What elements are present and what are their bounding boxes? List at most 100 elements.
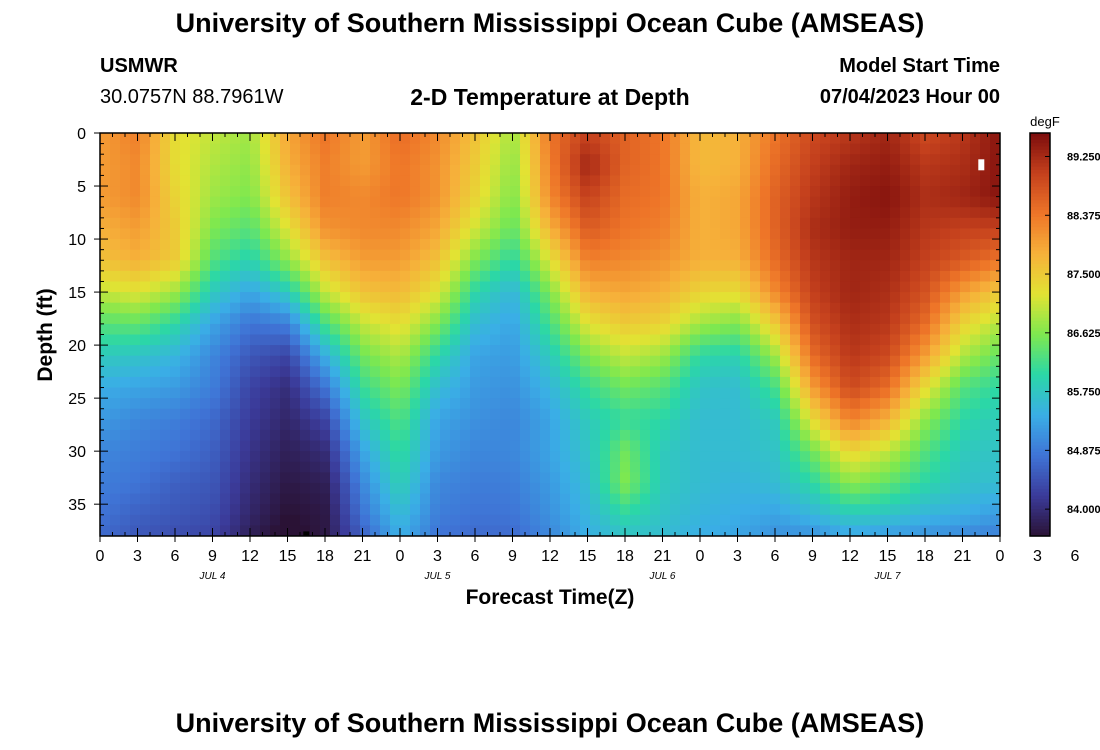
heatmap-cell — [480, 440, 491, 452]
heatmap-cell — [940, 398, 951, 410]
heatmap-cell — [370, 398, 381, 410]
heatmap-cell — [370, 525, 381, 536]
heatmap-cell — [140, 493, 151, 505]
colorbar-segment — [1030, 364, 1050, 369]
heatmap-cell — [640, 196, 651, 208]
colorbar-segment — [1030, 468, 1050, 473]
heatmap-cell — [250, 419, 261, 431]
heatmap-cell — [130, 525, 141, 536]
x-tick-label: 3 — [133, 548, 142, 565]
heatmap-cell — [760, 514, 771, 526]
heatmap-cell — [510, 514, 521, 526]
heatmap-cell — [790, 387, 801, 399]
heatmap-cell — [280, 281, 291, 293]
heatmap-cell — [520, 186, 531, 198]
heatmap-cell — [440, 355, 451, 367]
heatmap-cell — [590, 334, 601, 346]
heatmap-cell — [400, 451, 411, 463]
heatmap-cell — [470, 239, 481, 251]
heatmap-cell — [460, 493, 471, 505]
heatmap-cell — [560, 323, 571, 336]
heatmap-cell — [420, 376, 431, 389]
heatmap-cell — [450, 175, 461, 187]
heatmap-cell — [350, 302, 361, 314]
heatmap-cell — [660, 207, 671, 219]
heatmap-cell — [600, 217, 611, 230]
heatmap-cell — [970, 440, 981, 452]
heatmap-cell — [420, 451, 431, 463]
heatmap-cell — [390, 281, 401, 293]
heatmap-cell — [180, 440, 191, 452]
y-tick-label: 30 — [68, 444, 86, 461]
heatmap-cell — [630, 270, 641, 283]
heatmap-cell — [650, 334, 661, 346]
heatmap-cell — [870, 345, 881, 357]
heatmap-cell — [280, 175, 291, 187]
heatmap-cell — [230, 292, 241, 304]
heatmap-cell — [980, 334, 991, 346]
heatmap-cell — [770, 366, 781, 378]
heatmap-cell — [720, 281, 731, 293]
heatmap-cell — [510, 164, 521, 177]
heatmap-cell — [940, 239, 951, 251]
heatmap-cell — [400, 429, 411, 442]
colorbar-segment — [1030, 405, 1050, 409]
heatmap-cell — [450, 217, 461, 230]
heatmap-cell — [120, 366, 131, 378]
heatmap-cell — [880, 217, 891, 230]
heatmap-cell — [290, 387, 301, 399]
heatmap-cell — [390, 323, 401, 336]
heatmap-cell — [450, 270, 461, 283]
heatmap-cell — [770, 292, 781, 304]
heatmap-cell — [500, 355, 511, 367]
colorbar-segment — [1030, 321, 1050, 326]
heatmap-cell — [550, 482, 561, 495]
heatmap-cell — [200, 281, 211, 293]
heatmap-cell — [880, 440, 891, 452]
heatmap-cell — [860, 133, 871, 145]
heatmap-cell — [250, 270, 261, 283]
heatmap-cell — [260, 461, 271, 473]
colorbar-segment — [1030, 398, 1050, 403]
heatmap-cell — [460, 143, 471, 155]
heatmap-cell — [110, 387, 121, 399]
heatmap-cell — [510, 429, 521, 442]
heatmap-cell — [860, 164, 871, 177]
heatmap-cell — [220, 345, 231, 357]
heatmap-cell — [150, 154, 161, 166]
heatmap-cell — [370, 292, 381, 304]
heatmap-cell — [550, 472, 561, 484]
heatmap-cell — [600, 472, 611, 484]
heatmap-cell — [770, 217, 781, 230]
heatmap-cell — [550, 323, 561, 336]
heatmap-cell — [360, 323, 371, 336]
heatmap-cell — [400, 281, 411, 293]
colorbar: 84.00084.87585.75086.62587.50088.37589.2… — [1029, 132, 1100, 537]
heatmap-cell — [510, 228, 521, 240]
heatmap-cell — [600, 154, 611, 166]
heatmap-cell — [600, 143, 611, 155]
heatmap-cell — [310, 440, 321, 452]
heatmap-cell — [950, 207, 961, 219]
heatmap-cell — [790, 398, 801, 410]
heatmap-cell — [370, 154, 381, 166]
heatmap-cell — [460, 504, 471, 516]
heatmap-cell — [180, 419, 191, 431]
heatmap-cell — [550, 376, 561, 389]
heatmap-cell — [970, 419, 981, 431]
colorbar-segment — [1030, 384, 1050, 389]
heatmap-cell — [280, 366, 291, 378]
heatmap-cell — [610, 345, 621, 357]
heatmap-cell — [310, 281, 321, 293]
heatmap-cell — [270, 154, 281, 166]
heatmap-cell — [470, 345, 481, 357]
heatmap-cell — [870, 429, 881, 442]
colorbar-segment — [1030, 280, 1050, 285]
heatmap-cell — [420, 482, 431, 495]
heatmap-cell — [980, 387, 991, 399]
heatmap-cell — [150, 493, 161, 505]
heatmap-cell — [820, 323, 831, 336]
heatmap-cell — [600, 451, 611, 463]
heatmap-cell — [970, 376, 981, 389]
heatmap-cell — [570, 504, 581, 516]
